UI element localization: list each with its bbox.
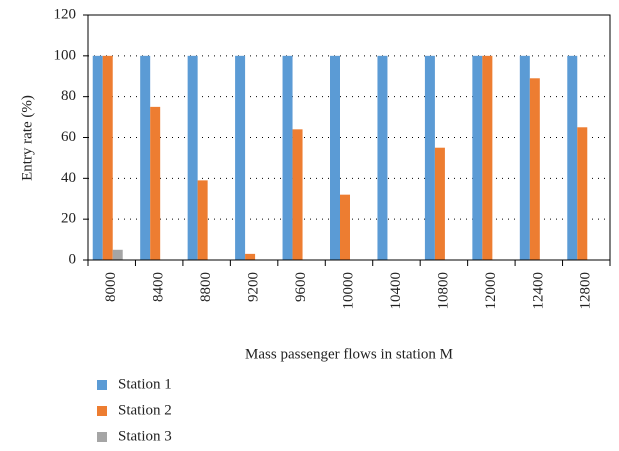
x-tick-label: 10000	[340, 272, 356, 310]
bar	[292, 129, 303, 260]
bar	[377, 55, 388, 261]
x-tick-label: 9200	[246, 272, 262, 302]
bar	[424, 55, 435, 261]
bar	[529, 78, 540, 261]
legend-label: Station 3	[118, 428, 172, 444]
x-tick-label: 8800	[198, 272, 214, 302]
x-tick-label: 10800	[435, 272, 451, 310]
legend-swatch	[97, 380, 107, 390]
x-tick-label: 12800	[578, 272, 594, 310]
y-axis-label: Entry rate (%)	[19, 95, 35, 181]
bar	[150, 106, 161, 260]
bar	[434, 147, 445, 260]
legend-swatch	[97, 432, 107, 442]
plot-frame	[87, 14, 611, 261]
bar	[482, 55, 493, 261]
bar	[102, 55, 113, 261]
bar	[112, 249, 123, 260]
bar	[340, 194, 350, 260]
y-tick-label: 20	[61, 211, 76, 227]
y-tick-label: 80	[61, 88, 76, 104]
x-axis-label: Mass passenger flows in station M	[245, 346, 453, 362]
y-tick-label: 40	[61, 170, 76, 186]
bar	[140, 55, 151, 261]
x-tick-label: 8400	[151, 272, 167, 302]
bar	[330, 55, 340, 261]
x-tick-label: 12400	[530, 272, 546, 310]
x-tick-label: 10400	[388, 272, 404, 310]
x-tick-label: 9600	[293, 272, 309, 302]
y-tick-label: 60	[61, 129, 76, 145]
bar	[92, 55, 103, 261]
bar	[235, 55, 246, 261]
legend-label: Station 1	[118, 376, 172, 392]
x-tick-label: 12000	[483, 272, 499, 310]
bar	[187, 55, 198, 261]
bar	[197, 180, 208, 260]
legend-swatch	[97, 406, 107, 416]
y-tick-label: 120	[54, 6, 77, 22]
bar	[245, 253, 256, 260]
legend-label: Station 2	[118, 402, 172, 418]
bar	[472, 55, 483, 261]
bar	[567, 55, 578, 261]
y-tick-label: 0	[69, 251, 77, 267]
y-tick-label: 100	[54, 47, 77, 63]
bar	[519, 55, 530, 261]
bar	[577, 127, 588, 261]
bar	[282, 55, 293, 261]
x-tick-label: 8000	[103, 272, 119, 302]
